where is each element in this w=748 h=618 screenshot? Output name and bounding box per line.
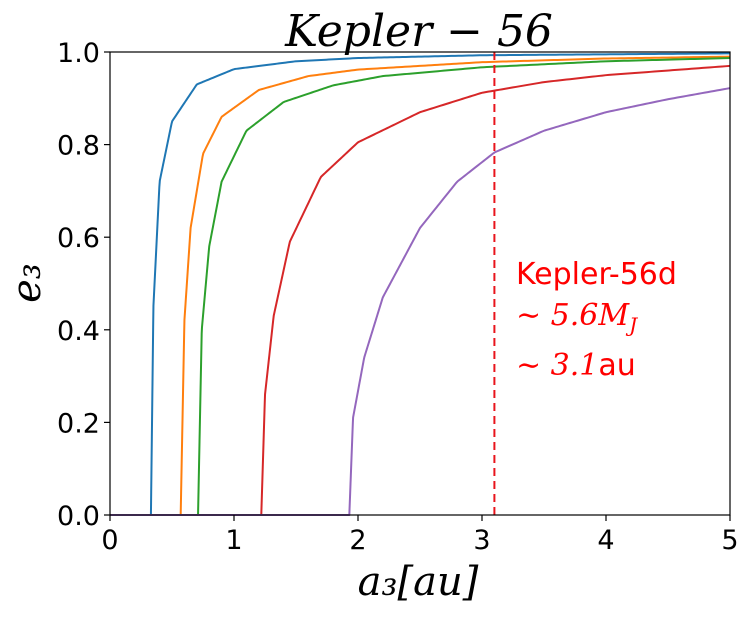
x-tick-label: 0 [101,525,118,556]
y-tick-label: 1.0 [57,38,100,69]
x-tick-label: 4 [597,525,614,556]
annotation-mass: ∼ 5.6MJ [516,298,638,337]
series-line-orange [110,55,731,516]
x-tick-label: 5 [721,525,738,556]
y-tick-label: 0.6 [57,223,100,254]
y-axis-label: e₃ [4,263,50,303]
y-tick-label: 0.8 [57,131,100,162]
y-tick-label: 0.0 [57,501,100,532]
series-line-blue [110,52,731,516]
y-tick-label: 0.4 [57,316,100,347]
x-axis-label: a₃[au] [358,559,479,605]
chart-title: Kepler − 56 [284,6,553,57]
axes-frame [109,51,731,516]
series-line-purple [110,87,731,516]
annotation-mass-value: ∼ 5.6M [516,298,630,333]
x-tick-label: 2 [349,525,366,556]
annotation-kepler-56d: Kepler-56d ∼ 5.6MJ ∼ 3.1au [516,257,677,383]
series-line-red [110,64,731,516]
annotation-mass-subscript: J [625,313,638,337]
x-tick-label: 3 [473,525,490,556]
series-line-green [110,57,731,516]
annotation-distance-value: ∼ 3.1 [516,348,598,383]
y-tick-label: 0.2 [57,408,100,439]
x-tick-label: 1 [225,525,242,556]
annotation-planet-name: Kepler-56d [516,257,677,292]
x-axis: 0 1 2 3 4 5 [101,515,739,556]
annotation-distance: ∼ 3.1au [516,348,636,383]
plot-area [110,52,731,516]
annotation-distance-unit: au [598,348,635,383]
y-axis: 0.0 0.2 0.4 0.6 0.8 1.0 [57,38,110,532]
